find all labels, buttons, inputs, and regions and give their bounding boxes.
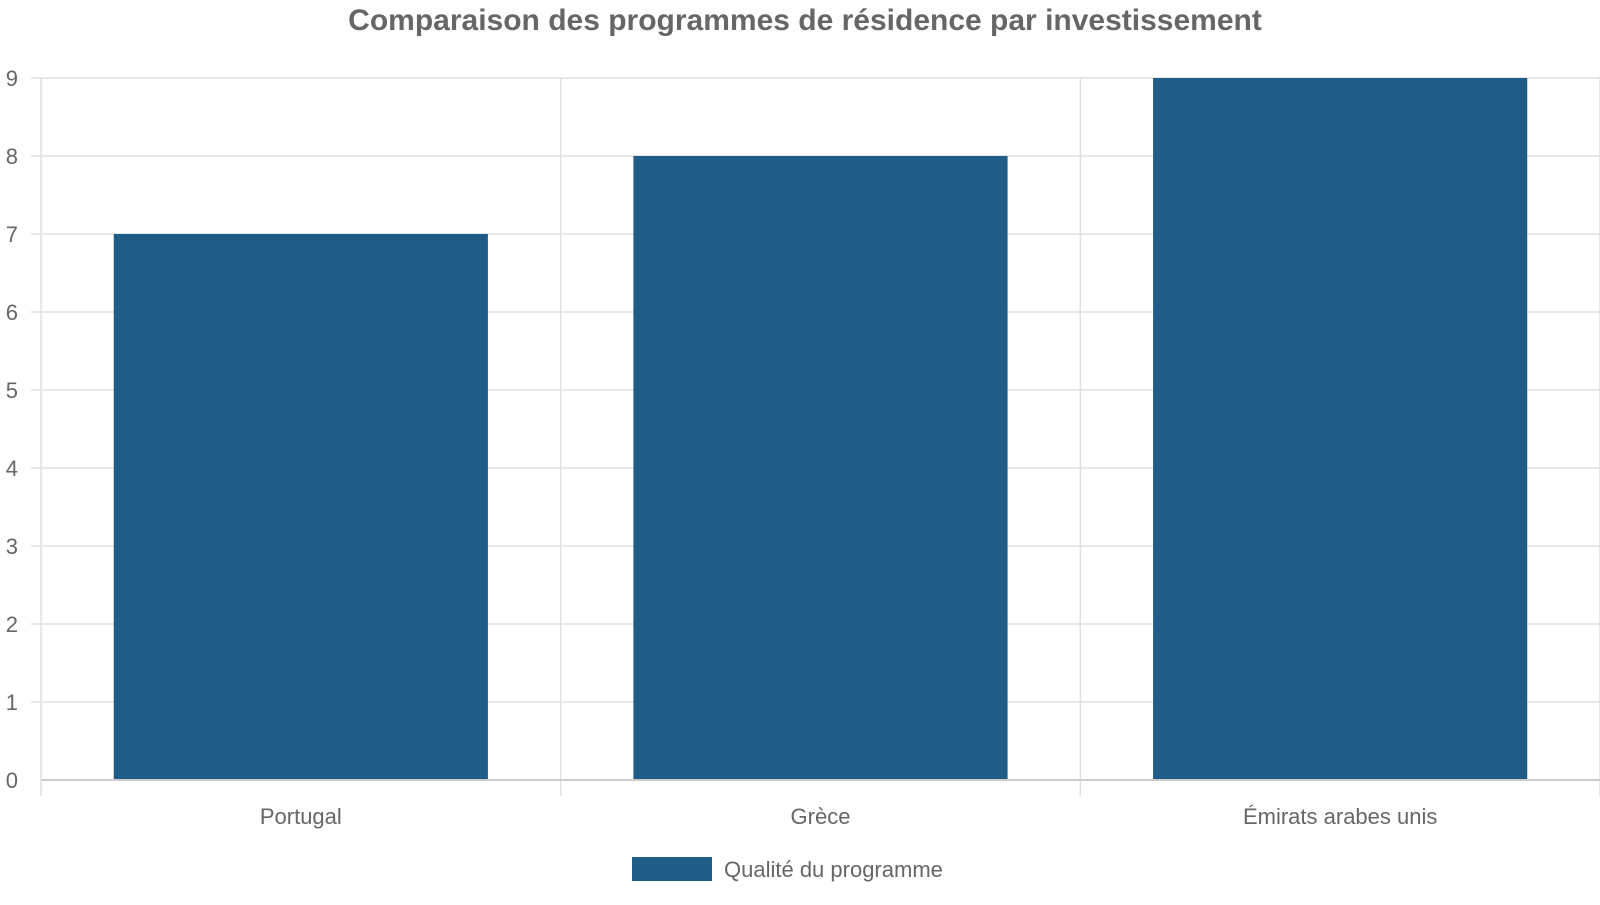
bar-0	[113, 234, 488, 780]
bar-1	[633, 156, 1008, 780]
x-tick-label: Portugal	[260, 804, 342, 829]
y-tick-label: 0	[6, 768, 18, 793]
legend-label: Qualité du programme	[724, 857, 943, 882]
y-tick-label: 1	[6, 690, 18, 715]
x-tick-label: Grèce	[791, 804, 851, 829]
y-tick-label: 7	[6, 222, 18, 247]
x-tick-label: Émirats arabes unis	[1243, 804, 1437, 829]
y-tick-label: 2	[6, 612, 18, 637]
y-tick-label: 9	[6, 66, 18, 91]
legend-swatch	[632, 857, 712, 881]
y-tick-label: 3	[6, 534, 18, 559]
axes: 0 1 2 3 4 5 6 7 8 9 Portugal Grèce Émirats arabes un…	[6, 66, 1600, 829]
y-tick-label: 6	[6, 300, 18, 325]
bars	[113, 78, 1528, 780]
y-tick-label: 4	[6, 456, 18, 481]
legend: Qualité du programme	[632, 857, 943, 882]
bar-2	[1153, 78, 1528, 780]
y-tick-label: 5	[6, 378, 18, 403]
y-tick-label: 8	[6, 144, 18, 169]
chart-title: Comparaison des programmes de résidence …	[348, 4, 1262, 37]
